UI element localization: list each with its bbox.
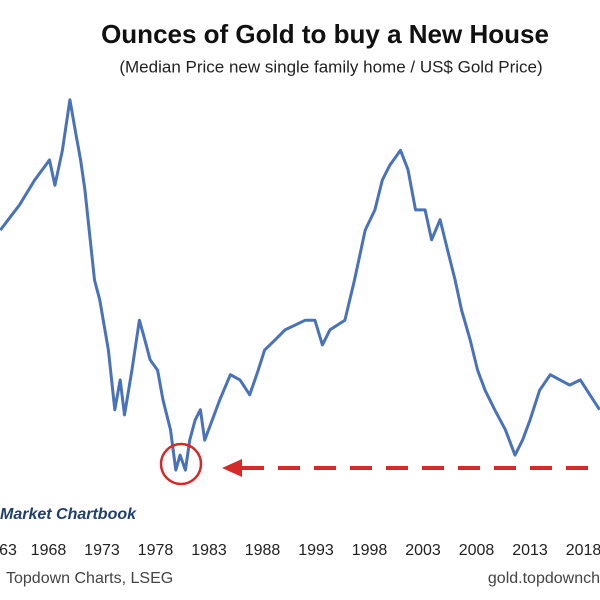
arrow-head <box>222 459 242 477</box>
x-tick-label: 2008 <box>459 542 495 559</box>
plot-area: 63 1968 1973 1978 1983 1988 1993 1998 2003 2008 20… <box>0 98 600 559</box>
chart-title: Ounces of Gold to buy a New House <box>101 19 549 49</box>
x-tick-label: 1988 <box>245 542 281 559</box>
x-tick-label: 1998 <box>352 542 388 559</box>
x-tick-label: 1993 <box>298 542 334 559</box>
x-tick-label: 1983 <box>191 542 227 559</box>
branding: Market Chartbook <box>0 506 137 523</box>
x-tick-label: 2003 <box>405 542 441 559</box>
highlight-circle <box>159 442 203 486</box>
x-tick-label: 1973 <box>84 542 120 559</box>
x-tick-label: 1968 <box>31 542 67 559</box>
x-tick-label: 1978 <box>138 542 174 559</box>
source: Topdown Charts, LSEG <box>6 570 173 587</box>
x-tick-label: 63 <box>0 542 17 559</box>
website: gold.topdownch <box>488 570 600 587</box>
chart-subtitle: (Median Price new single family home / U… <box>119 57 542 76</box>
data-line <box>0 98 600 472</box>
x-tick-label: 2013 <box>512 542 548 559</box>
x-tick-label: 2018 <box>566 542 600 559</box>
